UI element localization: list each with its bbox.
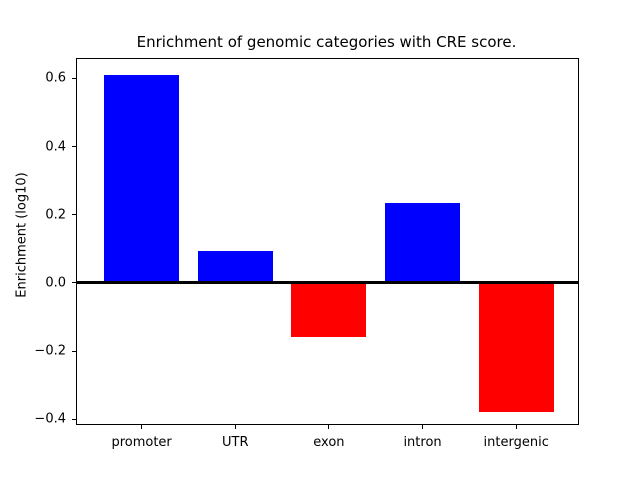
bar-exon [291, 282, 367, 338]
y-tick-label: 0.6 [45, 70, 66, 86]
bar-intergenic [478, 282, 554, 413]
bar-intron [385, 202, 460, 283]
y-tick [72, 418, 77, 420]
y-tick [72, 282, 77, 284]
y-tick-label: −0.2 [34, 343, 66, 359]
x-tick-label-promoter: promoter [111, 435, 172, 450]
y-tick [72, 350, 77, 352]
x-tick-label-exon: exon [313, 435, 345, 450]
x-tick-label-intron: intron [403, 435, 442, 450]
x-tick-UTR [234, 424, 236, 429]
plot-area: promoter UTR exon intron intergenic 0.6 0.4 0.2… [34, 58, 579, 450]
bar-promoter [104, 75, 180, 283]
zero-line [77, 281, 578, 285]
chart-title: Enrichment of genomic categories with CR… [136, 33, 517, 51]
x-tick-intron [422, 424, 424, 429]
y-tick-label: −0.4 [34, 411, 66, 427]
bar-UTR [197, 250, 273, 283]
y-tick [72, 214, 77, 216]
y-axis-label: Enrichment (log10) [14, 172, 30, 298]
y-tick-label: 0.4 [45, 139, 66, 155]
x-tick-promoter [141, 424, 143, 429]
x-tick-label-intergenic: intergenic [483, 435, 549, 450]
x-tick-label-UTR: UTR [222, 435, 249, 450]
x-tick-intergenic [515, 424, 517, 429]
y-tick [72, 146, 77, 148]
y-tick-label: 0.2 [45, 207, 66, 223]
y-tick [72, 77, 77, 79]
y-tick-label: 0.0 [45, 275, 66, 291]
x-tick-exon [328, 424, 330, 429]
